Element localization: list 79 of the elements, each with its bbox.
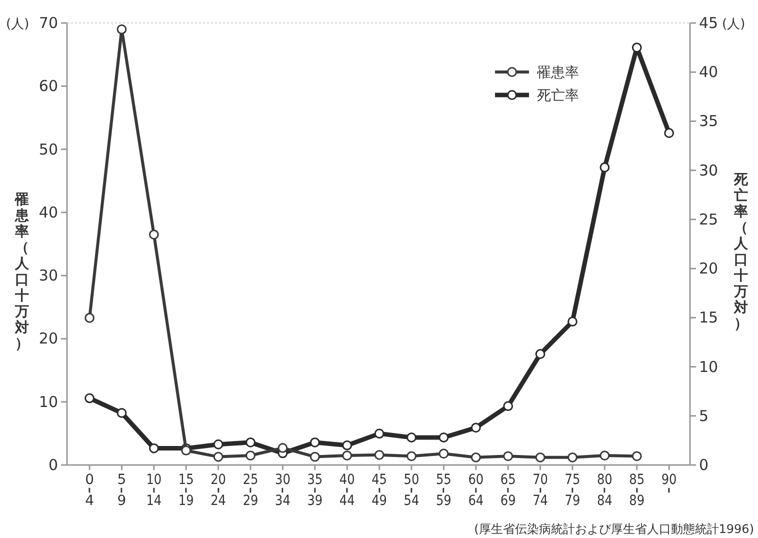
y-tick-label: 10 <box>38 392 58 411</box>
point <box>406 432 416 442</box>
x-tick-label: 65-69 <box>498 473 520 508</box>
point <box>278 443 288 453</box>
x-tick-label: 0-4 <box>80 473 101 508</box>
point <box>181 446 192 456</box>
y-tick-label: 0 <box>48 456 58 474</box>
point <box>503 401 514 412</box>
text: (人) <box>6 17 30 32</box>
x-tick-label: 20-24 <box>208 473 230 508</box>
y-tick-label: 30 <box>38 266 58 285</box>
y2-tick-label: 10 <box>699 358 718 376</box>
point <box>148 443 159 454</box>
x-tick-label: 45-49 <box>369 473 390 508</box>
x-tick-label: 35-39 <box>304 473 326 508</box>
x-tick-label: 15-19 <box>176 473 198 508</box>
point <box>664 128 674 138</box>
point <box>503 451 514 462</box>
point <box>116 408 127 418</box>
y2-tick-label: 15 <box>699 308 718 327</box>
point <box>310 452 320 462</box>
point <box>246 437 256 448</box>
point <box>310 437 320 448</box>
x-tick-label: 80-84 <box>594 473 616 508</box>
y2-tick-label: 0 <box>699 456 709 474</box>
text: (厚生省伝染病統計および厚生省人口動態統計1996) <box>474 522 754 536</box>
point <box>84 312 94 323</box>
point <box>84 393 94 404</box>
point <box>600 450 610 460</box>
y2-tick-label: 40 <box>699 63 718 82</box>
point <box>632 42 642 53</box>
x-tick-label: 25-29 <box>240 473 262 508</box>
point <box>342 440 352 450</box>
x-tick-label: 85-89 <box>626 473 648 508</box>
point <box>116 24 127 34</box>
legend-label: 罹患率 <box>536 65 579 81</box>
point <box>470 422 481 433</box>
point <box>438 432 449 442</box>
y2-tick-label: 45 <box>699 14 718 32</box>
point <box>213 452 224 462</box>
y2-tick-label: 30 <box>699 161 718 180</box>
y-tick-label: 70 <box>38 14 58 32</box>
text: (人) <box>722 17 746 32</box>
text: 罹患率（人口十万対） <box>15 192 29 352</box>
point <box>213 439 224 450</box>
point <box>568 316 578 327</box>
y-tick-label: 50 <box>38 140 58 158</box>
y-tick-label: 60 <box>38 77 58 96</box>
point <box>535 349 546 359</box>
text: 死亡率（人口十万対） <box>734 172 748 332</box>
point <box>535 452 546 462</box>
y-tick-label: 40 <box>38 203 58 222</box>
point <box>632 451 642 462</box>
x-tick-label: 30-34 <box>272 473 294 508</box>
point <box>438 448 449 459</box>
point <box>246 450 256 460</box>
x-tick-label: 40-44 <box>337 473 358 508</box>
y-tick-label: 20 <box>38 330 58 348</box>
point <box>406 451 416 462</box>
x-tick-label: 50-54 <box>402 473 422 508</box>
y2-tick-label: 35 <box>699 112 718 130</box>
y2-tick-label: 20 <box>699 260 718 278</box>
point <box>148 230 159 240</box>
point <box>374 428 384 439</box>
point <box>374 450 384 460</box>
x-tick-label: 70-74 <box>530 473 552 508</box>
x-tick-label: 60-64 <box>466 473 487 508</box>
y2-tick-label: 25 <box>699 210 718 228</box>
point <box>600 162 610 172</box>
point <box>342 450 352 460</box>
point <box>470 452 481 462</box>
y2-tick-label: 5 <box>699 406 709 425</box>
point <box>568 452 578 462</box>
x-tick-label: 55-59 <box>434 473 455 508</box>
x-tick-label: 75-79 <box>562 473 584 508</box>
legend-label: 死亡率 <box>537 88 579 104</box>
x-tick-label: 5-9 <box>112 473 133 508</box>
x-tick-label: 10-14 <box>144 473 165 508</box>
x-tick-label: 90- <box>659 473 680 494</box>
